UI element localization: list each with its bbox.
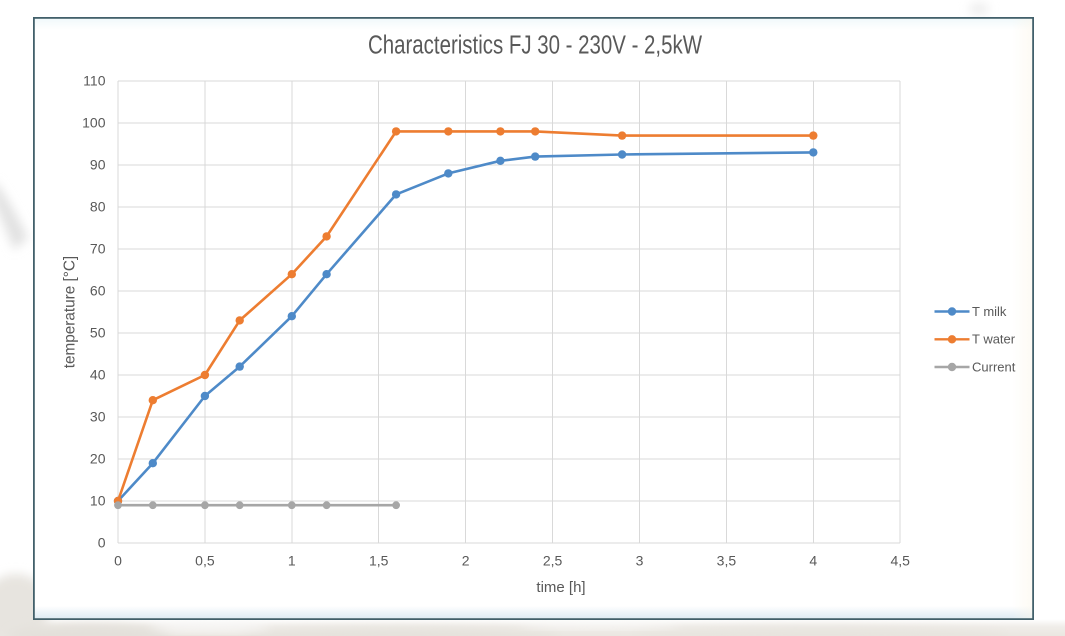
- svg-text:70: 70: [90, 241, 106, 257]
- svg-text:0,5: 0,5: [195, 553, 215, 569]
- svg-text:20: 20: [90, 451, 106, 467]
- svg-text:40: 40: [90, 367, 106, 383]
- svg-text:0: 0: [98, 535, 106, 551]
- svg-text:1: 1: [288, 553, 296, 569]
- svg-text:Characteristics FJ 30 - 230V -: Characteristics FJ 30 - 230V - 2,5kW: [368, 32, 702, 60]
- svg-text:80: 80: [90, 199, 106, 215]
- svg-text:100: 100: [82, 115, 106, 131]
- svg-text:2: 2: [462, 553, 470, 569]
- svg-text:time [h]: time [h]: [536, 579, 585, 596]
- svg-text:4: 4: [809, 553, 817, 569]
- svg-text:50: 50: [90, 325, 106, 341]
- svg-text:3: 3: [636, 553, 644, 569]
- svg-text:Current: Current: [972, 359, 1016, 374]
- svg-text:60: 60: [90, 283, 106, 299]
- svg-text:3,5: 3,5: [717, 553, 737, 569]
- svg-text:110: 110: [83, 73, 106, 89]
- svg-text:2,5: 2,5: [543, 553, 563, 569]
- svg-text:temperature [°C]: temperature [°C]: [62, 256, 79, 368]
- svg-text:30: 30: [90, 409, 106, 425]
- svg-text:90: 90: [90, 157, 106, 173]
- svg-text:4,5: 4,5: [890, 553, 910, 569]
- svg-text:10: 10: [90, 493, 106, 509]
- svg-text:T water: T water: [972, 332, 1016, 347]
- svg-text:0: 0: [114, 553, 122, 569]
- svg-text:1,5: 1,5: [369, 553, 389, 569]
- svg-text:T milk: T milk: [972, 304, 1007, 319]
